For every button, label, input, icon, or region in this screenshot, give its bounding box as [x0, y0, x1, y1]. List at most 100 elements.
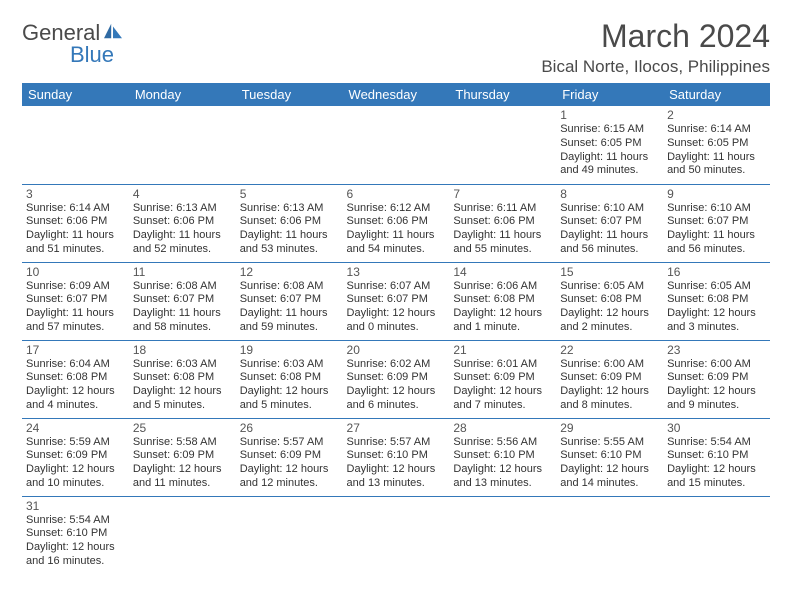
cell-sunset: Sunset: 6:06 PM	[347, 215, 446, 229]
cell-sunset: Sunset: 6:10 PM	[560, 449, 659, 463]
cell-d2: and 52 minutes.	[133, 243, 232, 257]
cell-d2: and 56 minutes.	[667, 243, 766, 257]
cell-sunrise: Sunrise: 6:03 AM	[133, 358, 232, 372]
month-title: March 2024	[541, 18, 770, 55]
calendar-week: 1Sunrise: 6:15 AMSunset: 6:05 PMDaylight…	[22, 106, 770, 184]
cell-sunrise: Sunrise: 5:57 AM	[347, 436, 446, 450]
calendar-cell: 17Sunrise: 6:04 AMSunset: 6:08 PMDayligh…	[22, 340, 129, 418]
cell-d2: and 10 minutes.	[26, 477, 125, 491]
day-number: 29	[560, 421, 659, 435]
cell-d1: Daylight: 11 hours	[347, 229, 446, 243]
cell-d1: Daylight: 12 hours	[560, 385, 659, 399]
cell-d1: Daylight: 12 hours	[133, 385, 232, 399]
cell-sunset: Sunset: 6:06 PM	[133, 215, 232, 229]
cell-sunset: Sunset: 6:07 PM	[347, 293, 446, 307]
cell-d1: Daylight: 11 hours	[26, 307, 125, 321]
cell-d2: and 50 minutes.	[667, 164, 766, 178]
cell-sunrise: Sunrise: 6:08 AM	[240, 280, 339, 294]
day-number: 1	[560, 108, 659, 122]
cell-d1: Daylight: 12 hours	[26, 385, 125, 399]
calendar-cell: 11Sunrise: 6:08 AMSunset: 6:07 PMDayligh…	[129, 262, 236, 340]
cell-sunrise: Sunrise: 5:54 AM	[26, 514, 125, 528]
cell-sunrise: Sunrise: 6:10 AM	[667, 202, 766, 216]
calendar-cell	[556, 496, 663, 574]
cell-sunrise: Sunrise: 6:12 AM	[347, 202, 446, 216]
calendar-cell: 25Sunrise: 5:58 AMSunset: 6:09 PMDayligh…	[129, 418, 236, 496]
cell-d1: Daylight: 11 hours	[240, 229, 339, 243]
day-number: 22	[560, 343, 659, 357]
cell-sunset: Sunset: 6:08 PM	[133, 371, 232, 385]
cell-sunset: Sunset: 6:09 PM	[133, 449, 232, 463]
calendar-cell: 3Sunrise: 6:14 AMSunset: 6:06 PMDaylight…	[22, 184, 129, 262]
cell-sunset: Sunset: 6:10 PM	[347, 449, 446, 463]
cell-sunrise: Sunrise: 6:03 AM	[240, 358, 339, 372]
cell-sunset: Sunset: 6:07 PM	[667, 215, 766, 229]
cell-d2: and 57 minutes.	[26, 321, 125, 335]
calendar-cell: 19Sunrise: 6:03 AMSunset: 6:08 PMDayligh…	[236, 340, 343, 418]
calendar-cell: 6Sunrise: 6:12 AMSunset: 6:06 PMDaylight…	[343, 184, 450, 262]
cell-d1: Daylight: 12 hours	[667, 307, 766, 321]
cell-d1: Daylight: 12 hours	[453, 307, 552, 321]
calendar-cell: 8Sunrise: 6:10 AMSunset: 6:07 PMDaylight…	[556, 184, 663, 262]
day-number: 19	[240, 343, 339, 357]
day-number: 26	[240, 421, 339, 435]
cell-d2: and 2 minutes.	[560, 321, 659, 335]
cell-sunrise: Sunrise: 6:05 AM	[560, 280, 659, 294]
cell-sunset: Sunset: 6:08 PM	[26, 371, 125, 385]
cell-sunrise: Sunrise: 6:11 AM	[453, 202, 552, 216]
day-number: 6	[347, 187, 446, 201]
cell-sunrise: Sunrise: 6:07 AM	[347, 280, 446, 294]
cell-sunset: Sunset: 6:07 PM	[240, 293, 339, 307]
calendar-cell	[343, 496, 450, 574]
cell-sunrise: Sunrise: 6:02 AM	[347, 358, 446, 372]
calendar-cell: 26Sunrise: 5:57 AMSunset: 6:09 PMDayligh…	[236, 418, 343, 496]
cell-sunrise: Sunrise: 6:00 AM	[667, 358, 766, 372]
day-number: 3	[26, 187, 125, 201]
day-number: 15	[560, 265, 659, 279]
cell-sunset: Sunset: 6:07 PM	[560, 215, 659, 229]
cell-d1: Daylight: 12 hours	[453, 385, 552, 399]
calendar-week: 17Sunrise: 6:04 AMSunset: 6:08 PMDayligh…	[22, 340, 770, 418]
calendar-cell: 12Sunrise: 6:08 AMSunset: 6:07 PMDayligh…	[236, 262, 343, 340]
cell-sunrise: Sunrise: 5:59 AM	[26, 436, 125, 450]
day-number: 12	[240, 265, 339, 279]
cell-sunrise: Sunrise: 6:13 AM	[133, 202, 232, 216]
cell-d2: and 9 minutes.	[667, 399, 766, 413]
day-number: 13	[347, 265, 446, 279]
cell-sunset: Sunset: 6:07 PM	[133, 293, 232, 307]
cell-d2: and 51 minutes.	[26, 243, 125, 257]
day-number: 24	[26, 421, 125, 435]
cell-sunrise: Sunrise: 5:54 AM	[667, 436, 766, 450]
cell-d1: Daylight: 11 hours	[26, 229, 125, 243]
cell-d2: and 13 minutes.	[347, 477, 446, 491]
cell-d2: and 11 minutes.	[133, 477, 232, 491]
calendar-cell	[236, 106, 343, 184]
cell-d2: and 15 minutes.	[667, 477, 766, 491]
cell-d2: and 53 minutes.	[240, 243, 339, 257]
cell-d1: Daylight: 11 hours	[667, 151, 766, 165]
cell-d1: Daylight: 11 hours	[133, 229, 232, 243]
calendar-cell: 24Sunrise: 5:59 AMSunset: 6:09 PMDayligh…	[22, 418, 129, 496]
calendar-cell: 16Sunrise: 6:05 AMSunset: 6:08 PMDayligh…	[663, 262, 770, 340]
cell-sunset: Sunset: 6:10 PM	[667, 449, 766, 463]
day-number: 16	[667, 265, 766, 279]
cell-sunset: Sunset: 6:08 PM	[667, 293, 766, 307]
cell-d1: Daylight: 12 hours	[560, 463, 659, 477]
cell-d2: and 1 minute.	[453, 321, 552, 335]
day-number: 9	[667, 187, 766, 201]
calendar-cell	[663, 496, 770, 574]
calendar-table: Sunday Monday Tuesday Wednesday Thursday…	[22, 83, 770, 574]
cell-d2: and 55 minutes.	[453, 243, 552, 257]
day-header-friday: Friday	[556, 83, 663, 106]
logo-text-blue: Blue	[70, 42, 114, 67]
day-number: 25	[133, 421, 232, 435]
cell-sunset: Sunset: 6:05 PM	[560, 137, 659, 151]
cell-d1: Daylight: 12 hours	[453, 463, 552, 477]
cell-d2: and 58 minutes.	[133, 321, 232, 335]
cell-d1: Daylight: 11 hours	[667, 229, 766, 243]
cell-d2: and 54 minutes.	[347, 243, 446, 257]
day-header-monday: Monday	[129, 83, 236, 106]
day-number: 8	[560, 187, 659, 201]
cell-d2: and 4 minutes.	[26, 399, 125, 413]
calendar-cell: 31Sunrise: 5:54 AMSunset: 6:10 PMDayligh…	[22, 496, 129, 574]
